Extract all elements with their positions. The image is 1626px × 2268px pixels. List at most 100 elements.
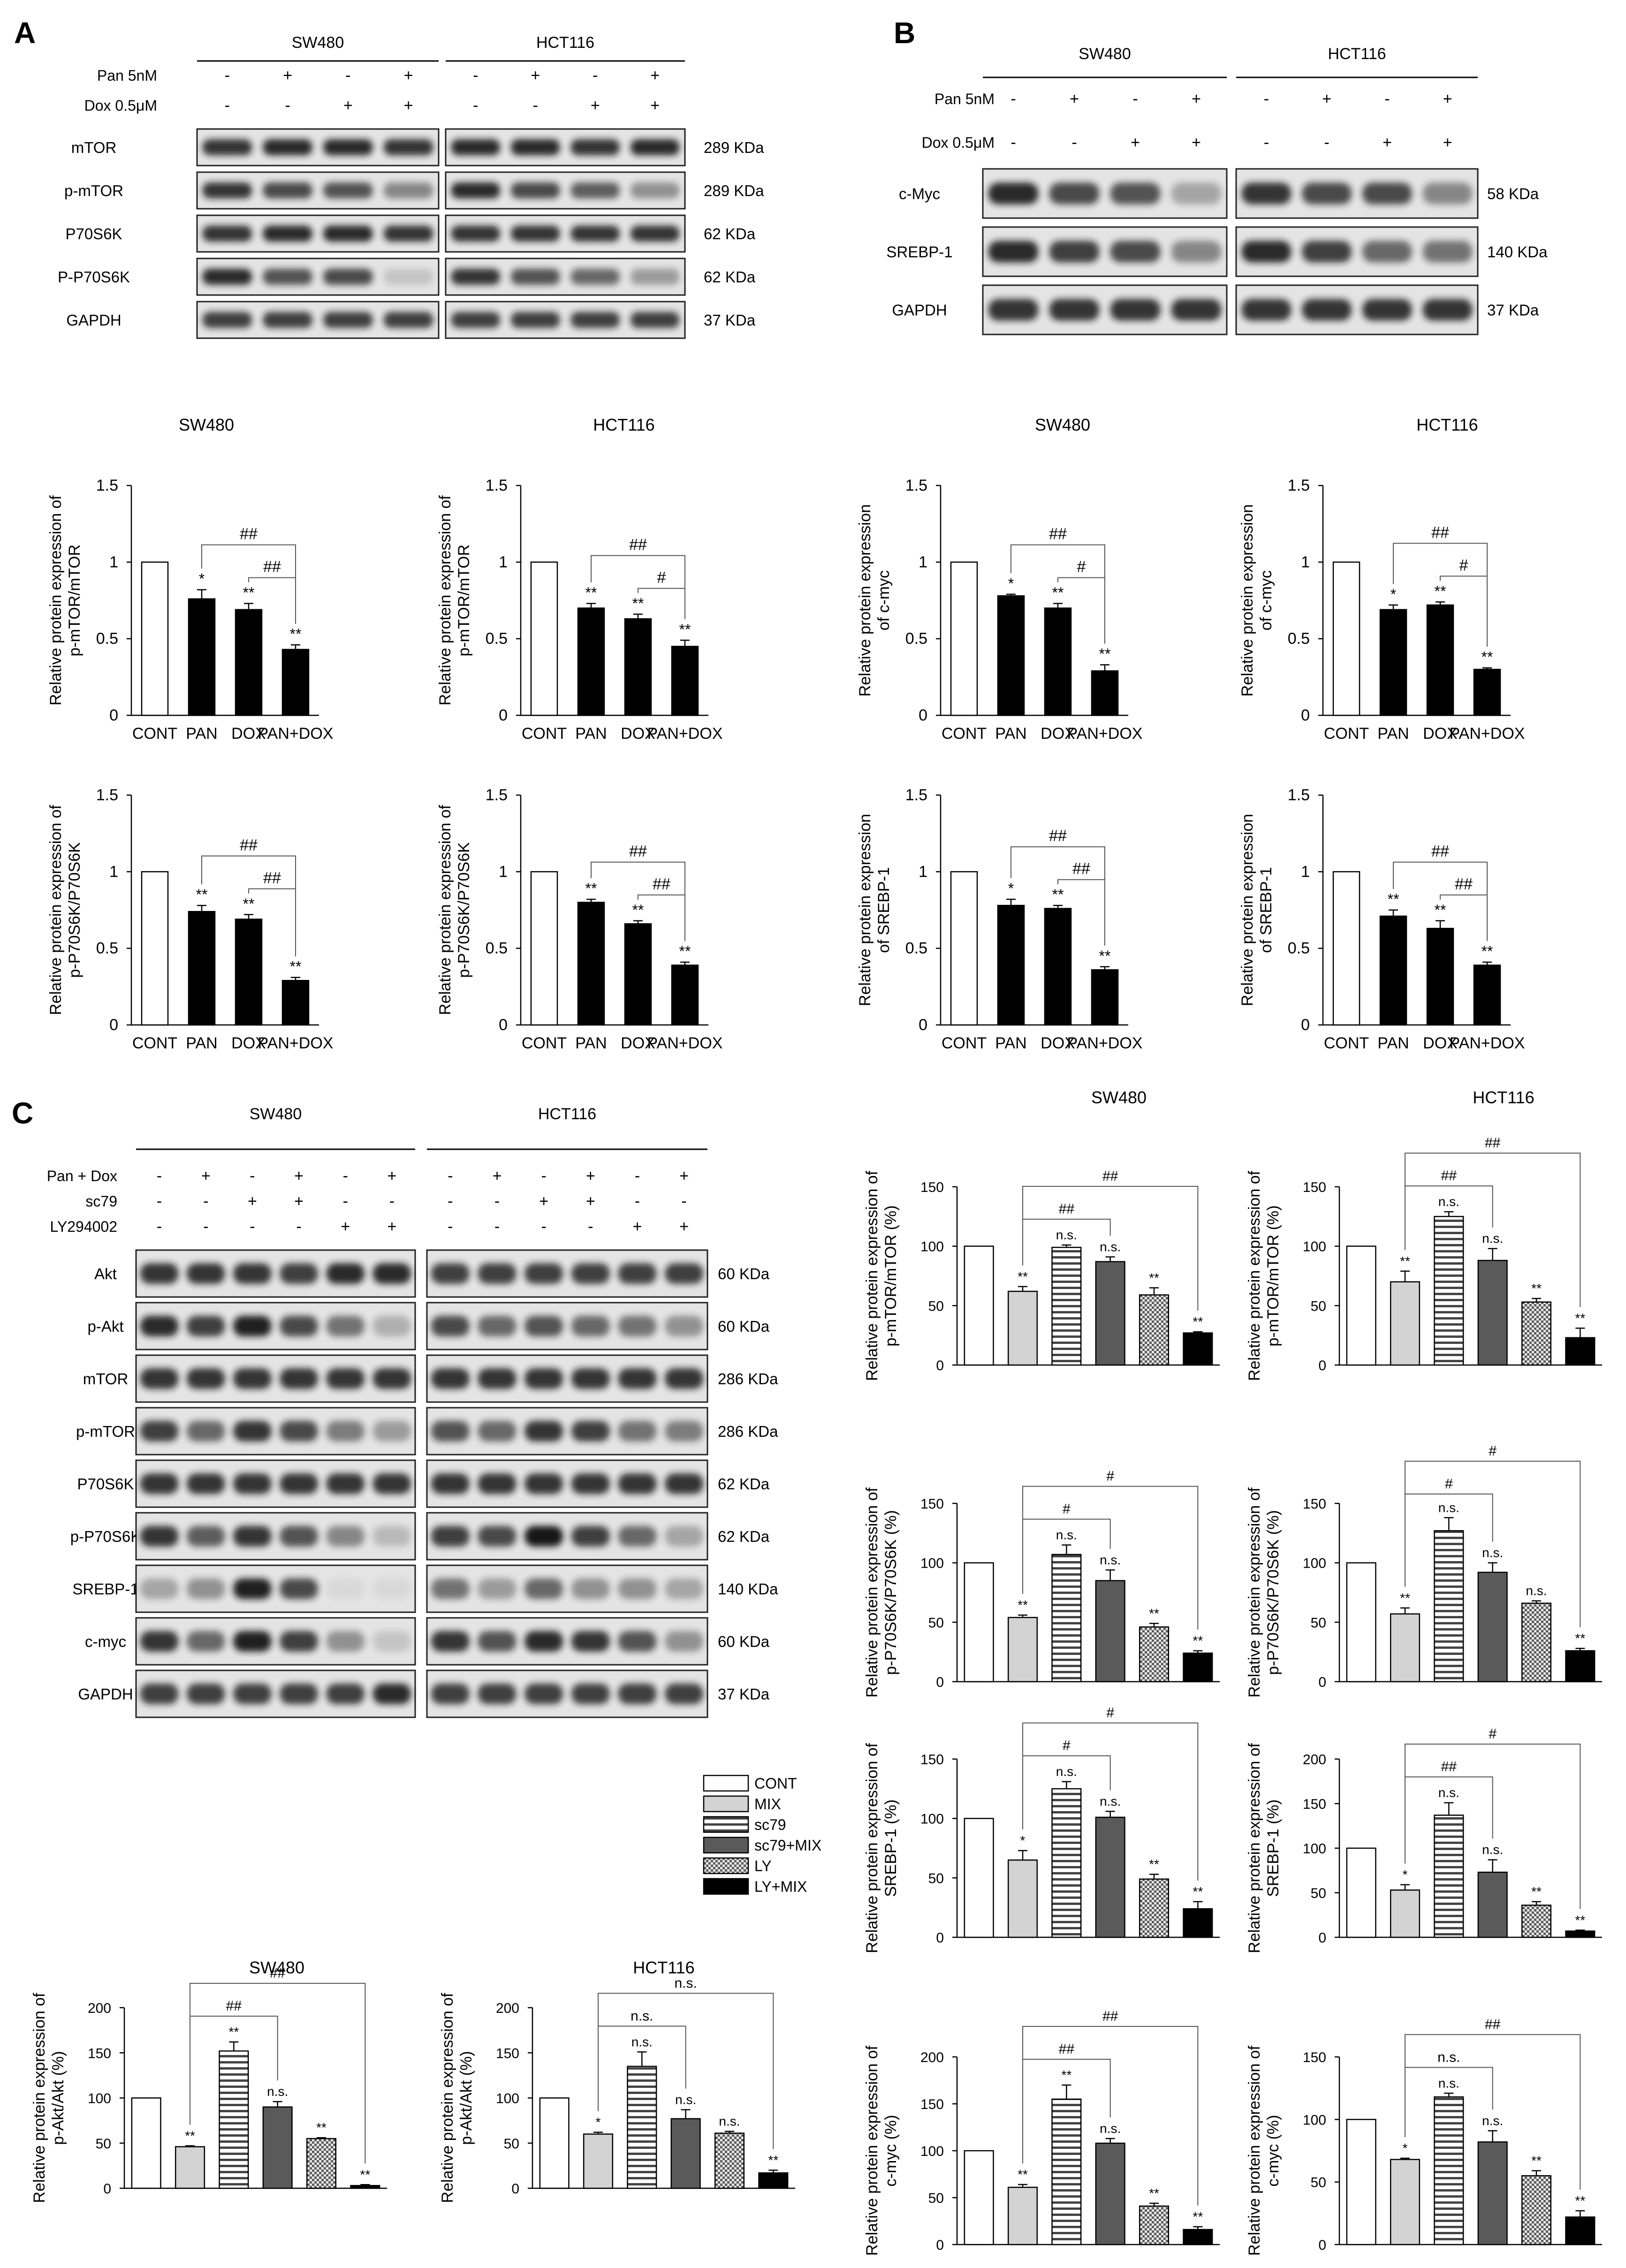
x-tick-label: PAN+DOX <box>647 725 723 743</box>
protein-band <box>202 225 252 242</box>
protein-band <box>1422 241 1473 263</box>
y-axis-label: Relative protein expression of <box>863 2045 881 2255</box>
y-tick-label: 1 <box>919 863 927 880</box>
bar <box>964 1245 994 1366</box>
protein-band <box>431 1473 470 1494</box>
protein-band <box>233 1578 272 1599</box>
protein-band <box>233 1263 272 1284</box>
legend-swatch <box>703 1816 749 1833</box>
significance-label: n.s. <box>1100 1239 1121 1254</box>
bracket-label: ## <box>1102 1168 1118 1184</box>
bar <box>219 2050 249 2189</box>
bracket-label: ## <box>653 875 670 893</box>
bar-charts: SW480 0 0.5 1 1.5 Relative protein expression… <box>30 415 1602 2256</box>
y-tick-label: 0.5 <box>1288 630 1310 648</box>
y-tick-label: 1.5 <box>1288 477 1310 494</box>
bracket-label: # <box>1489 1443 1497 1459</box>
treatment-sign: + <box>1443 134 1452 152</box>
y-tick-label: 100 <box>88 2091 111 2107</box>
y-axis-label: SREBP-1 (%) <box>1264 1799 1282 1897</box>
significance-label: ** <box>196 886 208 903</box>
protein-band <box>478 1316 517 1336</box>
blot-strip <box>426 1302 708 1350</box>
bracket-label: ## <box>1059 2041 1075 2057</box>
significance-label: * <box>1008 575 1014 592</box>
legend-label: MIX <box>754 1796 781 1813</box>
treatment-sign: - <box>345 67 350 84</box>
protein-band <box>570 225 620 242</box>
significance-label: ** <box>768 2153 778 2168</box>
treatment-sign: - <box>1384 90 1390 108</box>
legend-swatch <box>703 1775 749 1792</box>
protein-band <box>571 1421 610 1441</box>
protein-band <box>570 182 620 199</box>
protein-band <box>140 1684 179 1704</box>
x-tick-label: PAN+DOX <box>1450 1034 1525 1052</box>
bracket-label: # <box>1445 1476 1453 1492</box>
bar-chart-a4: 0 0.5 1 1.5 Relative protein expression of p-… <box>436 786 722 1052</box>
legend-swatch <box>703 1836 749 1854</box>
protein-band <box>571 1368 610 1389</box>
y-axis-label: p-mTOR/mTOR <box>66 545 84 657</box>
y-tick-label: 1.5 <box>486 786 508 804</box>
y-tick-label: 0 <box>1318 1930 1326 1946</box>
legend-swatch <box>703 1795 749 1813</box>
significance-label: n.s. <box>1526 1584 1547 1598</box>
y-tick-label: 0.5 <box>486 630 508 648</box>
comparison-bracket <box>1405 2067 1493 2137</box>
protein-band <box>323 225 373 242</box>
comparison-bracket <box>1022 1518 1111 1594</box>
y-axis-label: Relative protein expression <box>856 504 874 697</box>
significance-label: ** <box>1149 1857 1159 1872</box>
treatment-sign: - <box>494 1218 500 1236</box>
bar <box>1183 1332 1213 1366</box>
bar <box>627 2065 657 2189</box>
treatment-sign: + <box>283 67 292 84</box>
significance-label: n.s. <box>1438 1194 1459 1209</box>
significance-label: ** <box>679 621 691 638</box>
treatment-sign: + <box>539 1192 548 1210</box>
bar <box>950 561 978 716</box>
molecular-weight: 62 KDa <box>704 225 756 243</box>
y-tick-label: 150 <box>496 2046 519 2061</box>
protein-band <box>1049 299 1100 321</box>
treatment-sign: - <box>343 1192 348 1210</box>
y-tick-label: 0 <box>1318 2238 1326 2253</box>
x-tick-label: DOX <box>1423 725 1458 743</box>
bar-chart-a3: 0 0.5 1 1.5 Relative protein expression of p-… <box>47 786 333 1052</box>
bracket-label: ## <box>270 1965 286 1981</box>
treatment-sign: + <box>1131 134 1140 152</box>
bar <box>1139 1878 1170 1938</box>
significance-label: ** <box>1388 891 1399 908</box>
bar <box>1473 964 1501 1026</box>
protein-band <box>233 1631 272 1652</box>
protein-band <box>524 1578 563 1599</box>
y-tick-label: 50 <box>1311 2175 1326 2191</box>
protein-band <box>431 1631 470 1652</box>
protein-band <box>618 1578 657 1599</box>
protein-label: c-myc <box>85 1633 126 1650</box>
significance-label: * <box>1390 586 1396 603</box>
protein-band <box>323 182 373 199</box>
bar <box>758 2172 789 2189</box>
treatment-sign: + <box>633 1218 642 1236</box>
bar <box>1091 670 1119 716</box>
significance-label: ** <box>1149 1270 1159 1285</box>
significance-label: ** <box>1193 1314 1203 1329</box>
treatment-sign: + <box>294 1192 304 1210</box>
protein-band <box>524 1316 563 1336</box>
protein-label: GAPDH <box>892 302 947 319</box>
protein-band <box>323 311 373 328</box>
bracket-label: ## <box>1049 525 1067 543</box>
y-axis-label: Relative protein expression of <box>1246 2045 1263 2255</box>
treatment-label: Dox 0.5μM <box>84 97 157 114</box>
significance-label: ** <box>1052 886 1064 903</box>
significance-label: n.s. <box>1100 2121 1121 2136</box>
y-tick-label: 150 <box>920 2097 944 2112</box>
y-tick-label: 1 <box>109 863 118 880</box>
significance-label: ** <box>1052 584 1064 601</box>
comparison-bracket <box>1440 576 1488 647</box>
protein-band <box>570 311 620 328</box>
protein-label: p-mTOR <box>64 182 123 199</box>
y-axis-label: p-P70S6K/P70S6K <box>455 842 473 978</box>
